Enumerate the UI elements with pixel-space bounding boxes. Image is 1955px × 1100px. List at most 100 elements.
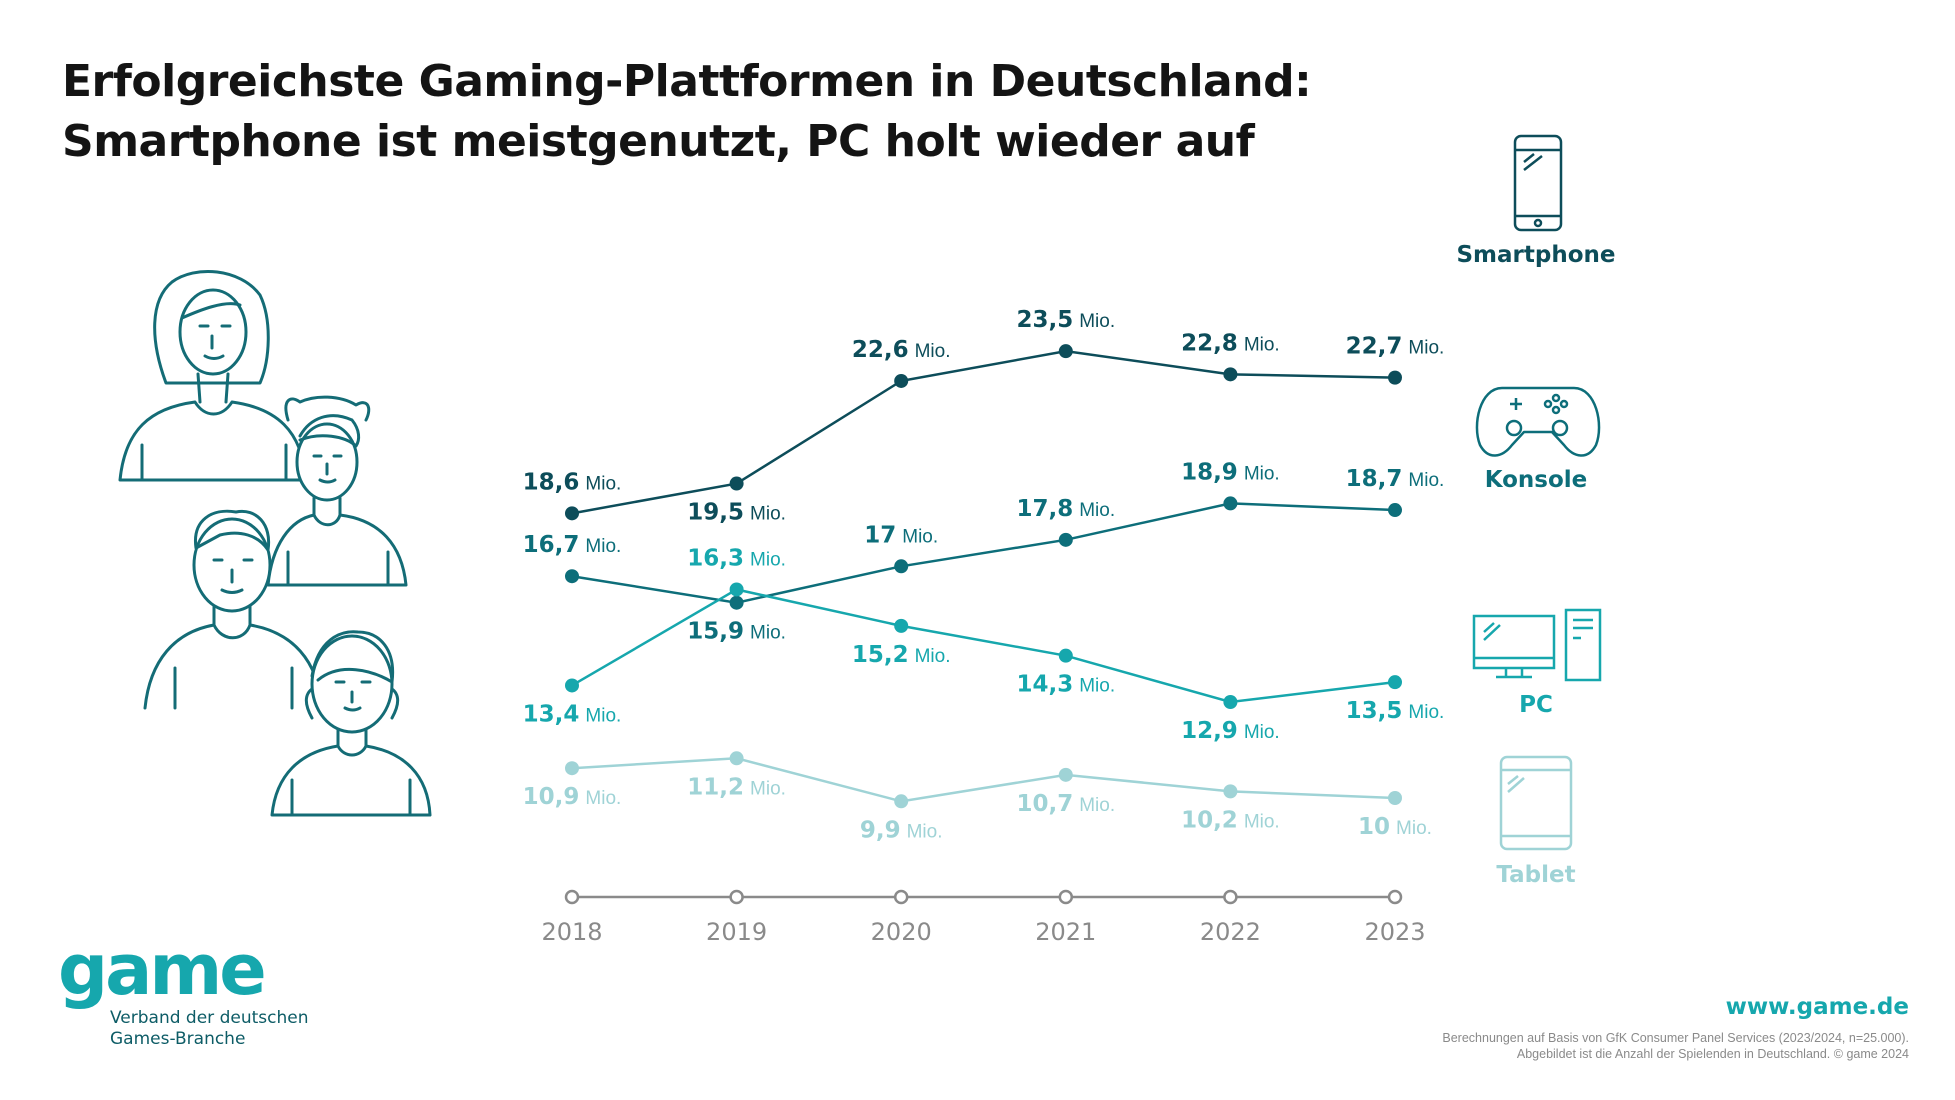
data-label-value: 11,2	[687, 774, 744, 800]
series-tablet: 10,9 Mio. 11,2 Mio.9,9 Mio.10,7 Mio.10,2 Mio. 1…	[523, 751, 1432, 843]
data-label-tablet-2022: 10,2 Mio.	[1181, 807, 1280, 833]
title-line-1: Erfolgreichste Gaming-Plattformen in Deu…	[62, 56, 1312, 107]
data-label-value: 12,9	[1181, 718, 1238, 744]
data-label-unit: Mio.	[1396, 818, 1432, 839]
title-line-2: Smartphone ist meistgenutzt, PC holt wie…	[62, 116, 1255, 167]
data-label-smartphone-2021: 23,5 Mio.	[1016, 307, 1115, 333]
data-label-smartphone-2023: 22,7 Mio.	[1346, 334, 1445, 360]
data-label-konsole-2023: 18,7 Mio.	[1346, 466, 1445, 492]
x-tick-label-2019: 2019	[706, 918, 767, 946]
data-label-unit: Mio.	[1408, 702, 1444, 723]
data-point-smartphone-2020	[894, 373, 909, 388]
data-label-smartphone-2020: 22,6 Mio.	[852, 337, 951, 363]
source-line-1: Berechnungen auf Basis von GfK Consumer …	[1442, 1031, 1909, 1045]
data-point-konsole-2023	[1388, 503, 1402, 518]
data-point-pc-2019	[729, 582, 744, 597]
data-label-konsole-2022: 18,9 Mio.	[1181, 459, 1280, 485]
x-tick-2023	[1387, 889, 1403, 905]
data-label-unit: Mio.	[585, 788, 621, 809]
data-label-tablet-2018: 10,9 Mio.	[523, 784, 622, 810]
data-label-value: 10,2	[1181, 807, 1238, 833]
data-point-smartphone-2021	[1058, 344, 1073, 359]
data-label-unit: Mio.	[1408, 338, 1444, 359]
data-label-value: 17,8	[1016, 496, 1073, 522]
series-line-pc	[571, 588, 1396, 704]
data-point-konsole-2022	[1223, 496, 1238, 511]
logo-subtitle-line-1: Verband der deutschen	[110, 1008, 309, 1028]
data-label-value: 18,6	[523, 469, 580, 495]
x-tick-2022	[1223, 889, 1238, 905]
data-point-tablet-2020	[894, 794, 909, 809]
data-label-value: 16,7	[523, 532, 580, 558]
data-label-value: 10,7	[1016, 791, 1073, 817]
data-label-value: 14,3	[1016, 672, 1073, 698]
series-line-tablet	[571, 757, 1396, 803]
data-label-konsole-2019: 15,9 Mio.	[687, 619, 786, 645]
data-point-tablet-2021	[1058, 767, 1073, 782]
data-label-pc-2021: 14,3 Mio.	[1016, 672, 1115, 698]
data-label-unit: Mio.	[750, 504, 786, 525]
data-label-unit: Mio.	[585, 536, 621, 557]
data-point-konsole-2020	[894, 559, 909, 574]
data-point-smartphone-2022	[1223, 367, 1238, 382]
gamepad-icon	[1475, 386, 1601, 457]
x-tick-2020	[893, 889, 909, 905]
x-tick-2021	[1058, 889, 1074, 905]
data-point-tablet-2023	[1388, 791, 1402, 805]
data-label-tablet-2023: 10 Mio.	[1358, 814, 1432, 840]
data-label-konsole-2021: 17,8 Mio.	[1016, 496, 1115, 522]
x-tick-label-2018: 2018	[541, 918, 602, 946]
series-line-konsole	[571, 502, 1396, 604]
data-label-unit: Mio.	[915, 341, 951, 362]
tablet-icon	[1499, 755, 1573, 851]
data-point-tablet-2019	[729, 751, 744, 766]
data-point-smartphone-2023	[1388, 370, 1402, 385]
website-link[interactable]: www.game.de	[1725, 994, 1909, 1020]
legend-label-konsole: Konsole	[1485, 467, 1588, 493]
data-label-unit: Mio.	[1408, 470, 1444, 491]
data-label-value: 22,7	[1346, 334, 1403, 360]
data-label-value: 19,5	[687, 500, 744, 526]
x-tick-2018	[564, 889, 580, 905]
series-pc: 13,4 Mio.16,3 Mio.15,2 Mio.14,3 Mio.12,9 Mio.…	[523, 545, 1445, 744]
data-label-konsole-2020: 17 Mio.	[864, 522, 938, 548]
data-label-unit: Mio.	[1244, 722, 1280, 743]
legend-label-smartphone: Smartphone	[1456, 242, 1615, 268]
data-label-unit: Mio.	[1079, 500, 1115, 521]
x-tick-2019	[729, 889, 744, 905]
data-label-unit: Mio.	[915, 646, 951, 667]
series-group: 18,6 Mio.19,5 Mio.22,6 Mio.23,5 Mio.22,8 Mio.…	[523, 307, 1445, 843]
legend: Smartphone Konsole PC Tablet	[1456, 134, 1616, 888]
data-label-value: 18,7	[1346, 466, 1403, 492]
data-label-value: 13,4	[523, 701, 580, 727]
data-label-unit: Mio.	[1079, 676, 1115, 697]
series-smartphone: 18,6 Mio.19,5 Mio.22,6 Mio.23,5 Mio.22,8 Mio.…	[523, 307, 1445, 525]
data-label-unit: Mio.	[750, 549, 786, 570]
data-label-pc-2020: 15,2 Mio.	[852, 642, 951, 668]
data-label-value: 13,5	[1346, 698, 1403, 724]
data-point-pc-2021	[1058, 648, 1073, 663]
data-label-value: 23,5	[1016, 307, 1073, 333]
data-label-pc-2022: 12,9 Mio.	[1181, 718, 1280, 744]
data-label-value: 22,8	[1181, 330, 1238, 356]
x-tick-label-2020: 2020	[871, 918, 932, 946]
data-label-unit: Mio.	[1079, 795, 1115, 816]
data-point-smartphone-2018	[565, 506, 579, 521]
x-axis: 2018 2019 2020 2021 2022 2023	[541, 889, 1426, 946]
series-konsole: 16,7 Mio.15,9 Mio.17 Mio.17,8 Mio.18,9 Mio. 18…	[523, 459, 1445, 644]
legend-label-tablet: Tablet	[1496, 862, 1575, 888]
desktop-computer-icon	[1472, 608, 1602, 682]
data-point-pc-2018	[565, 678, 579, 693]
x-tick-label-2023: 2023	[1364, 918, 1425, 946]
data-label-unit: Mio.	[907, 821, 943, 842]
data-label-tablet-2019: 11,2 Mio.	[687, 774, 786, 800]
data-point-tablet-2022	[1223, 784, 1238, 799]
data-point-konsole-2019	[729, 595, 744, 610]
series-line-smartphone	[571, 349, 1396, 515]
data-label-value: 16,3	[687, 545, 744, 571]
data-label-value: 9,9	[860, 817, 901, 843]
data-label-tablet-2020: 9,9 Mio.	[860, 817, 943, 843]
data-label-unit: Mio.	[585, 473, 621, 494]
data-label-unit: Mio.	[902, 526, 938, 547]
data-label-value: 10	[1358, 814, 1390, 840]
